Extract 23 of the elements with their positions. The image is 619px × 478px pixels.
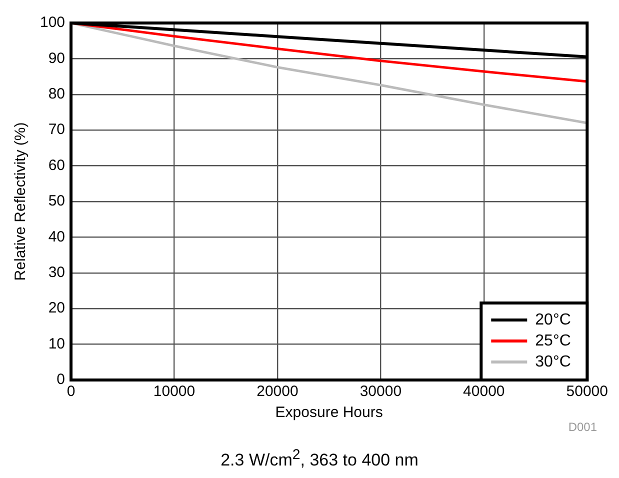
x-tick-label: 20000 bbox=[256, 383, 298, 400]
y-tick-label: 70 bbox=[48, 121, 66, 138]
y-tick-label: 50 bbox=[48, 192, 66, 210]
y-tick-label: 60 bbox=[48, 156, 66, 174]
y-tick-label: 80 bbox=[48, 86, 66, 103]
y-tick-label: 10 bbox=[48, 335, 66, 352]
y-tick-label: 20 bbox=[48, 300, 66, 317]
y-tick-label: 0 bbox=[56, 371, 66, 388]
legend-label: 30°C bbox=[535, 353, 571, 370]
legend-label: 25°C bbox=[535, 332, 571, 350]
y-tick-label: 100 bbox=[40, 14, 66, 32]
legend-label: 20°C bbox=[535, 311, 571, 328]
y-axis-title: Relative Reflectivity (%) bbox=[12, 122, 30, 281]
x-tick-label: 30000 bbox=[360, 383, 402, 400]
x-tick-label: 50000 bbox=[566, 383, 608, 400]
y-tick-label: 30 bbox=[48, 264, 66, 282]
x-axis-title: Exposure Hours bbox=[275, 404, 383, 422]
y-tick-label: 90 bbox=[48, 50, 66, 67]
x-tick-label: 10000 bbox=[153, 383, 196, 400]
text: 2.3 W/cm$^{2}$, 363 to 400 nm bbox=[220, 446, 420, 472]
y-tick-label: 40 bbox=[48, 228, 66, 246]
x-tick-label: 40000 bbox=[463, 383, 505, 400]
text: D001 bbox=[568, 420, 597, 434]
